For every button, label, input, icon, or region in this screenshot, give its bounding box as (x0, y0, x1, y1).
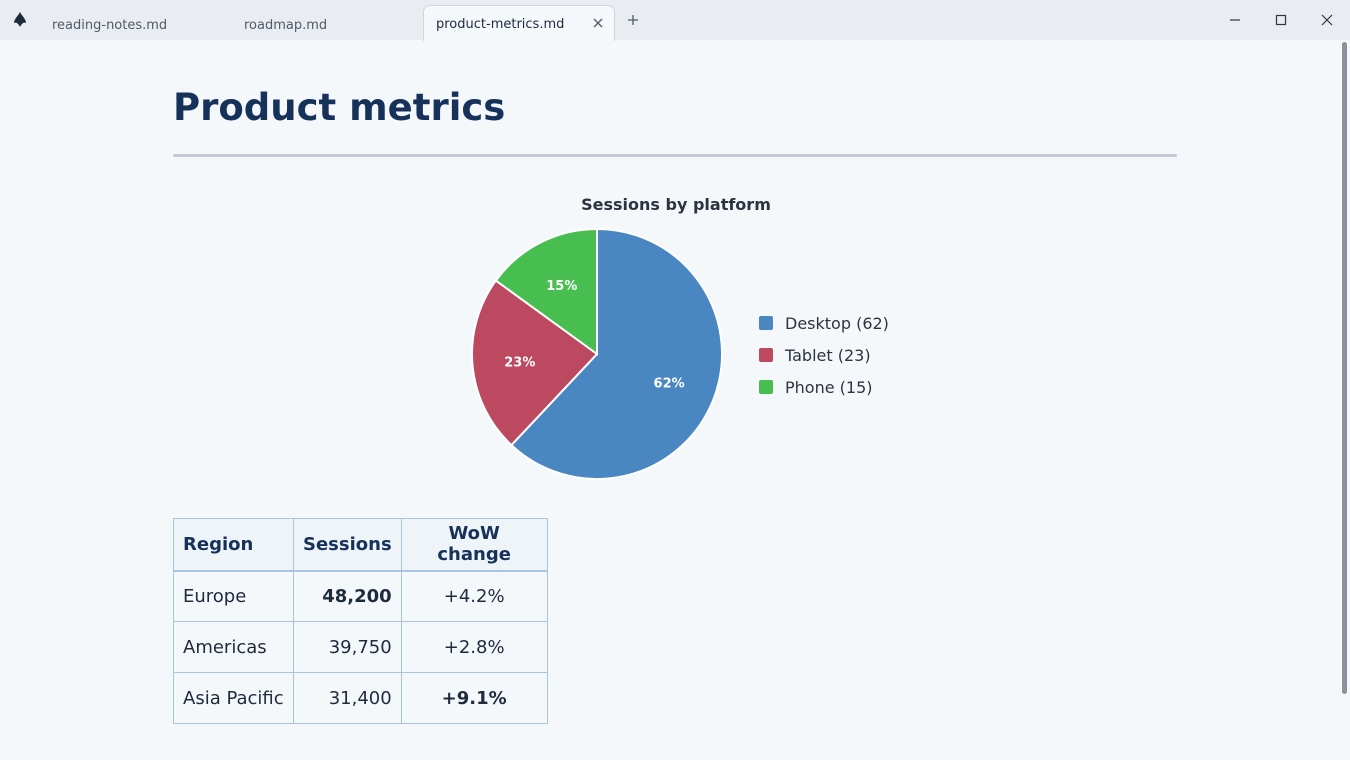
region-cell: Europe (173, 570, 294, 622)
table-header-row: Region Sessions WoW change (173, 518, 548, 572)
scrollbar[interactable] (1340, 40, 1350, 760)
column-header-region: Region (173, 518, 294, 572)
close-icon[interactable] (592, 17, 604, 29)
maximize-icon[interactable] (1274, 13, 1288, 27)
app-logo-icon[interactable] (11, 11, 29, 29)
tab-roadmap[interactable]: roadmap.md (244, 0, 414, 40)
region-cell: Asia Pacific (173, 672, 294, 724)
plus-icon[interactable] (626, 13, 640, 27)
minimize-icon[interactable] (1228, 13, 1242, 27)
sessions-cell: 39,750 (293, 621, 402, 673)
tab-label: reading-notes.md (52, 18, 168, 33)
tab-label: roadmap.md (244, 18, 328, 33)
legend-label-phone: Phone (15) (785, 378, 873, 397)
table-row: Asia Pacific 31,400 +9.1% (173, 672, 548, 724)
column-header-wow-change: WoW change (400, 518, 548, 572)
wow-cell: +2.8% (400, 621, 548, 673)
slice-percent-label: 15% (546, 279, 577, 294)
table-row: Americas 39,750 +2.8% (173, 621, 548, 673)
title-bar: reading-notes.md roadmap.md product-metr… (0, 0, 1350, 41)
scroll-thumb[interactable] (1342, 42, 1347, 694)
pie-slice-desktop (510, 227, 723, 480)
legend-swatch-phone (759, 380, 773, 394)
legend-label-desktop: Desktop (62) (785, 314, 889, 333)
wow-cell: +9.1% (400, 672, 548, 724)
table-row: Europe 48,200 +4.2% (173, 570, 548, 622)
chart-title: Sessions by platform (581, 195, 771, 214)
tab-product-metrics[interactable]: product-metrics.md (423, 5, 615, 41)
tab-reading-notes[interactable]: reading-notes.md (52, 0, 232, 40)
sessions-cell: 31,400 (293, 672, 402, 724)
legend-swatch-desktop (759, 316, 773, 330)
wow-cell: +4.2% (400, 570, 548, 622)
horizontal-rule (173, 154, 1177, 157)
metrics-table: Region Sessions WoW change Europe 48,200… (173, 518, 548, 724)
pie-slice-tablet (471, 279, 599, 447)
sessions-cell: 48,200 (293, 570, 402, 622)
legend-label-tablet: Tablet (23) (784, 346, 871, 365)
tab-label: product-metrics.md (436, 17, 565, 32)
pie-slice-phone (494, 227, 598, 356)
close-icon[interactable] (1320, 13, 1334, 27)
slice-percent-label: 62% (654, 377, 685, 392)
slice-percent-label: 23% (504, 355, 535, 370)
page-title: Product metrics (173, 86, 506, 129)
region-cell: Americas (173, 621, 294, 673)
legend-swatch-tablet (759, 348, 773, 362)
column-header-sessions: Sessions (293, 518, 402, 572)
